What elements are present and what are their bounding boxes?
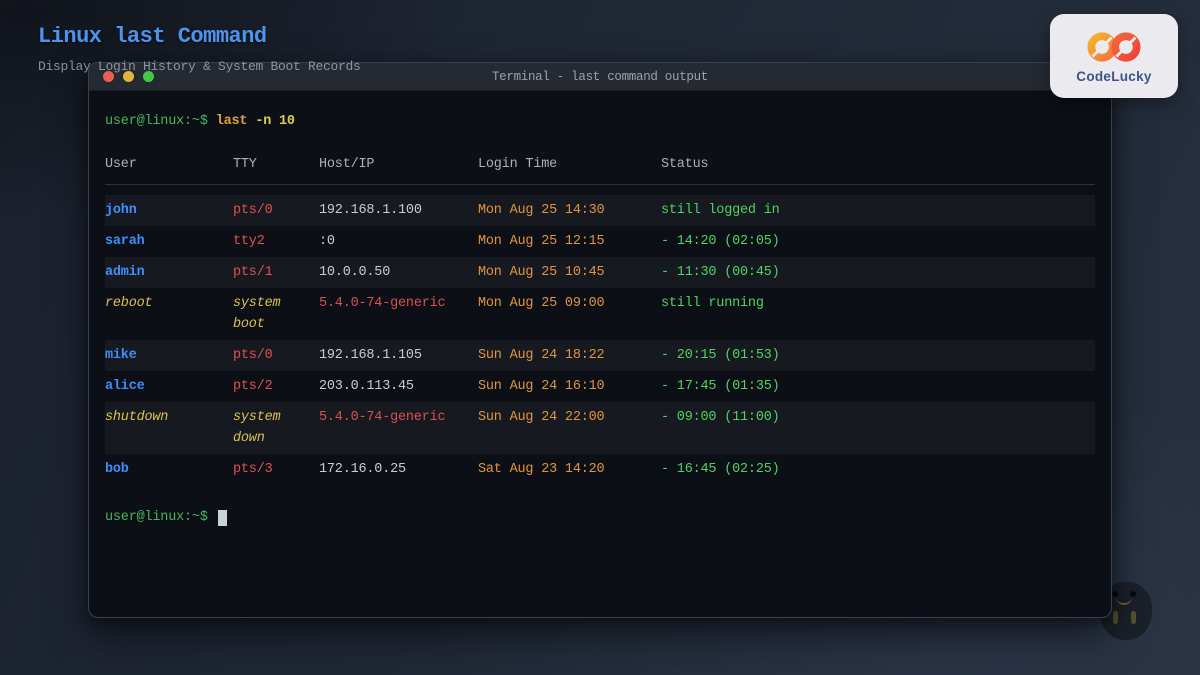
cell-user: sarah: [105, 234, 145, 249]
text-cursor-block: [217, 509, 227, 526]
table-row: bob pts/3 172.16.0.25 Sat Aug 23 14:20 -…: [105, 454, 1095, 485]
table-row: mike pts/0 192.168.1.105 Sun Aug 24 18:2…: [105, 340, 1095, 371]
mascot-stripe: [1131, 611, 1136, 624]
header-host-ip: Host/IP: [319, 157, 375, 172]
cell-login-time: Sun Aug 24 22:00: [478, 410, 605, 425]
terminal-body[interactable]: user@linux:~$ last -n 10 User TTY Host/I…: [89, 91, 1111, 542]
cell-user: mike: [105, 348, 137, 363]
cell-tty: pts/0: [233, 348, 273, 363]
cell-status: - 09:00 (11:00): [661, 410, 780, 425]
minimize-button[interactable]: [123, 71, 134, 82]
cell-login-time: Sat Aug 23 14:20: [478, 462, 605, 477]
cell-status: still logged in: [661, 203, 780, 218]
shell-prompt: user@linux:~$: [105, 114, 208, 129]
cell-host-ip: :0: [319, 234, 335, 249]
cell-user: reboot: [105, 296, 153, 311]
cell-tty: tty2: [233, 234, 265, 249]
mascot-smile-icon: [1116, 594, 1132, 605]
cell-status: - 16:45 (02:25): [661, 462, 780, 477]
cell-status: still running: [661, 296, 764, 311]
command-args: -n 10: [255, 114, 295, 129]
cell-status: - 20:15 (01:53): [661, 348, 780, 363]
cell-user: shutdown: [105, 410, 169, 425]
cell-host-ip: 203.0.113.45: [319, 379, 414, 394]
last-output-table: User TTY Host/IP Login Time Status john …: [105, 149, 1095, 485]
cell-host-ip: 192.168.1.105: [319, 348, 422, 363]
terminal-titlebar: Terminal - last command output: [89, 63, 1111, 91]
cell-status: - 17:45 (01:35): [661, 379, 780, 394]
cell-host-ip: 10.0.0.50: [319, 265, 391, 280]
table-row: reboot system boot 5.4.0-74-generic Mon …: [105, 288, 1095, 340]
cell-host-ip: 5.4.0-74-generic: [319, 410, 446, 425]
cell-login-time: Mon Aug 25 12:15: [478, 234, 605, 249]
cell-login-time: Sun Aug 24 18:22: [478, 348, 605, 363]
header-tty: TTY: [233, 157, 257, 172]
page-title: Linux last Command: [38, 24, 267, 49]
header-user: User: [105, 157, 137, 172]
table-row: sarah tty2 :0 Mon Aug 25 12:15 - 14:20 (…: [105, 226, 1095, 257]
cell-host-ip: 5.4.0-74-generic: [319, 296, 446, 311]
command-line: user@linux:~$ last -n 10: [105, 111, 1095, 132]
mascot-eye-icon: [1112, 591, 1118, 597]
table-row: john pts/0 192.168.1.100 Mon Aug 25 14:3…: [105, 195, 1095, 226]
command-name: last: [215, 114, 248, 129]
cell-status: - 11:30 (00:45): [661, 265, 780, 280]
cell-tty: pts/2: [233, 379, 273, 394]
shell-prompt: user@linux:~$: [105, 510, 208, 525]
table-row: alice pts/2 203.0.113.45 Sun Aug 24 16:1…: [105, 371, 1095, 402]
cell-tty: system boot: [233, 296, 281, 332]
cell-tty: pts/3: [233, 462, 273, 477]
cell-status: - 14:20 (02:05): [661, 234, 780, 249]
header-status: Status: [661, 157, 709, 172]
page-subtitle: Display Login History & System Boot Reco…: [38, 59, 361, 74]
table-body: john pts/0 192.168.1.100 Mon Aug 25 14:3…: [105, 195, 1095, 485]
window-controls: [103, 71, 154, 82]
close-button[interactable]: [103, 71, 114, 82]
cell-login-time: Mon Aug 25 10:45: [478, 265, 605, 280]
cell-user: alice: [105, 379, 145, 394]
cell-login-time: Sun Aug 24 16:10: [478, 379, 605, 394]
table-row: admin pts/1 10.0.0.50 Mon Aug 25 10:45 -…: [105, 257, 1095, 288]
codelucky-badge: CodeLucky: [1050, 14, 1178, 98]
cell-user: bob: [105, 462, 129, 477]
cell-tty: system down: [233, 410, 281, 446]
mascot-stripe: [1113, 611, 1118, 624]
maximize-button[interactable]: [143, 71, 154, 82]
cell-login-time: Mon Aug 25 14:30: [478, 203, 605, 218]
table-row: shutdown system down 5.4.0-74-generic Su…: [105, 402, 1095, 454]
idle-prompt-line[interactable]: user@linux:~$: [105, 507, 1095, 528]
cell-tty: pts/0: [233, 203, 273, 218]
cell-host-ip: 172.16.0.25: [319, 462, 406, 477]
brand-name: CodeLucky: [1076, 68, 1152, 84]
header-login-time: Login Time: [478, 157, 558, 172]
cell-user: john: [105, 203, 137, 218]
mascot-eye-icon: [1130, 591, 1136, 597]
terminal-title: Terminal - last command output: [491, 69, 709, 84]
cell-tty: pts/1: [233, 265, 273, 280]
terminal-window: Terminal - last command output user@linu…: [88, 62, 1112, 618]
cell-login-time: Mon Aug 25 09:00: [478, 296, 605, 311]
codelucky-infinity-icon: [1087, 31, 1141, 62]
cell-host-ip: 192.168.1.100: [319, 203, 422, 218]
table-header-row: User TTY Host/IP Login Time Status: [105, 149, 1095, 185]
cell-user: admin: [105, 265, 145, 280]
